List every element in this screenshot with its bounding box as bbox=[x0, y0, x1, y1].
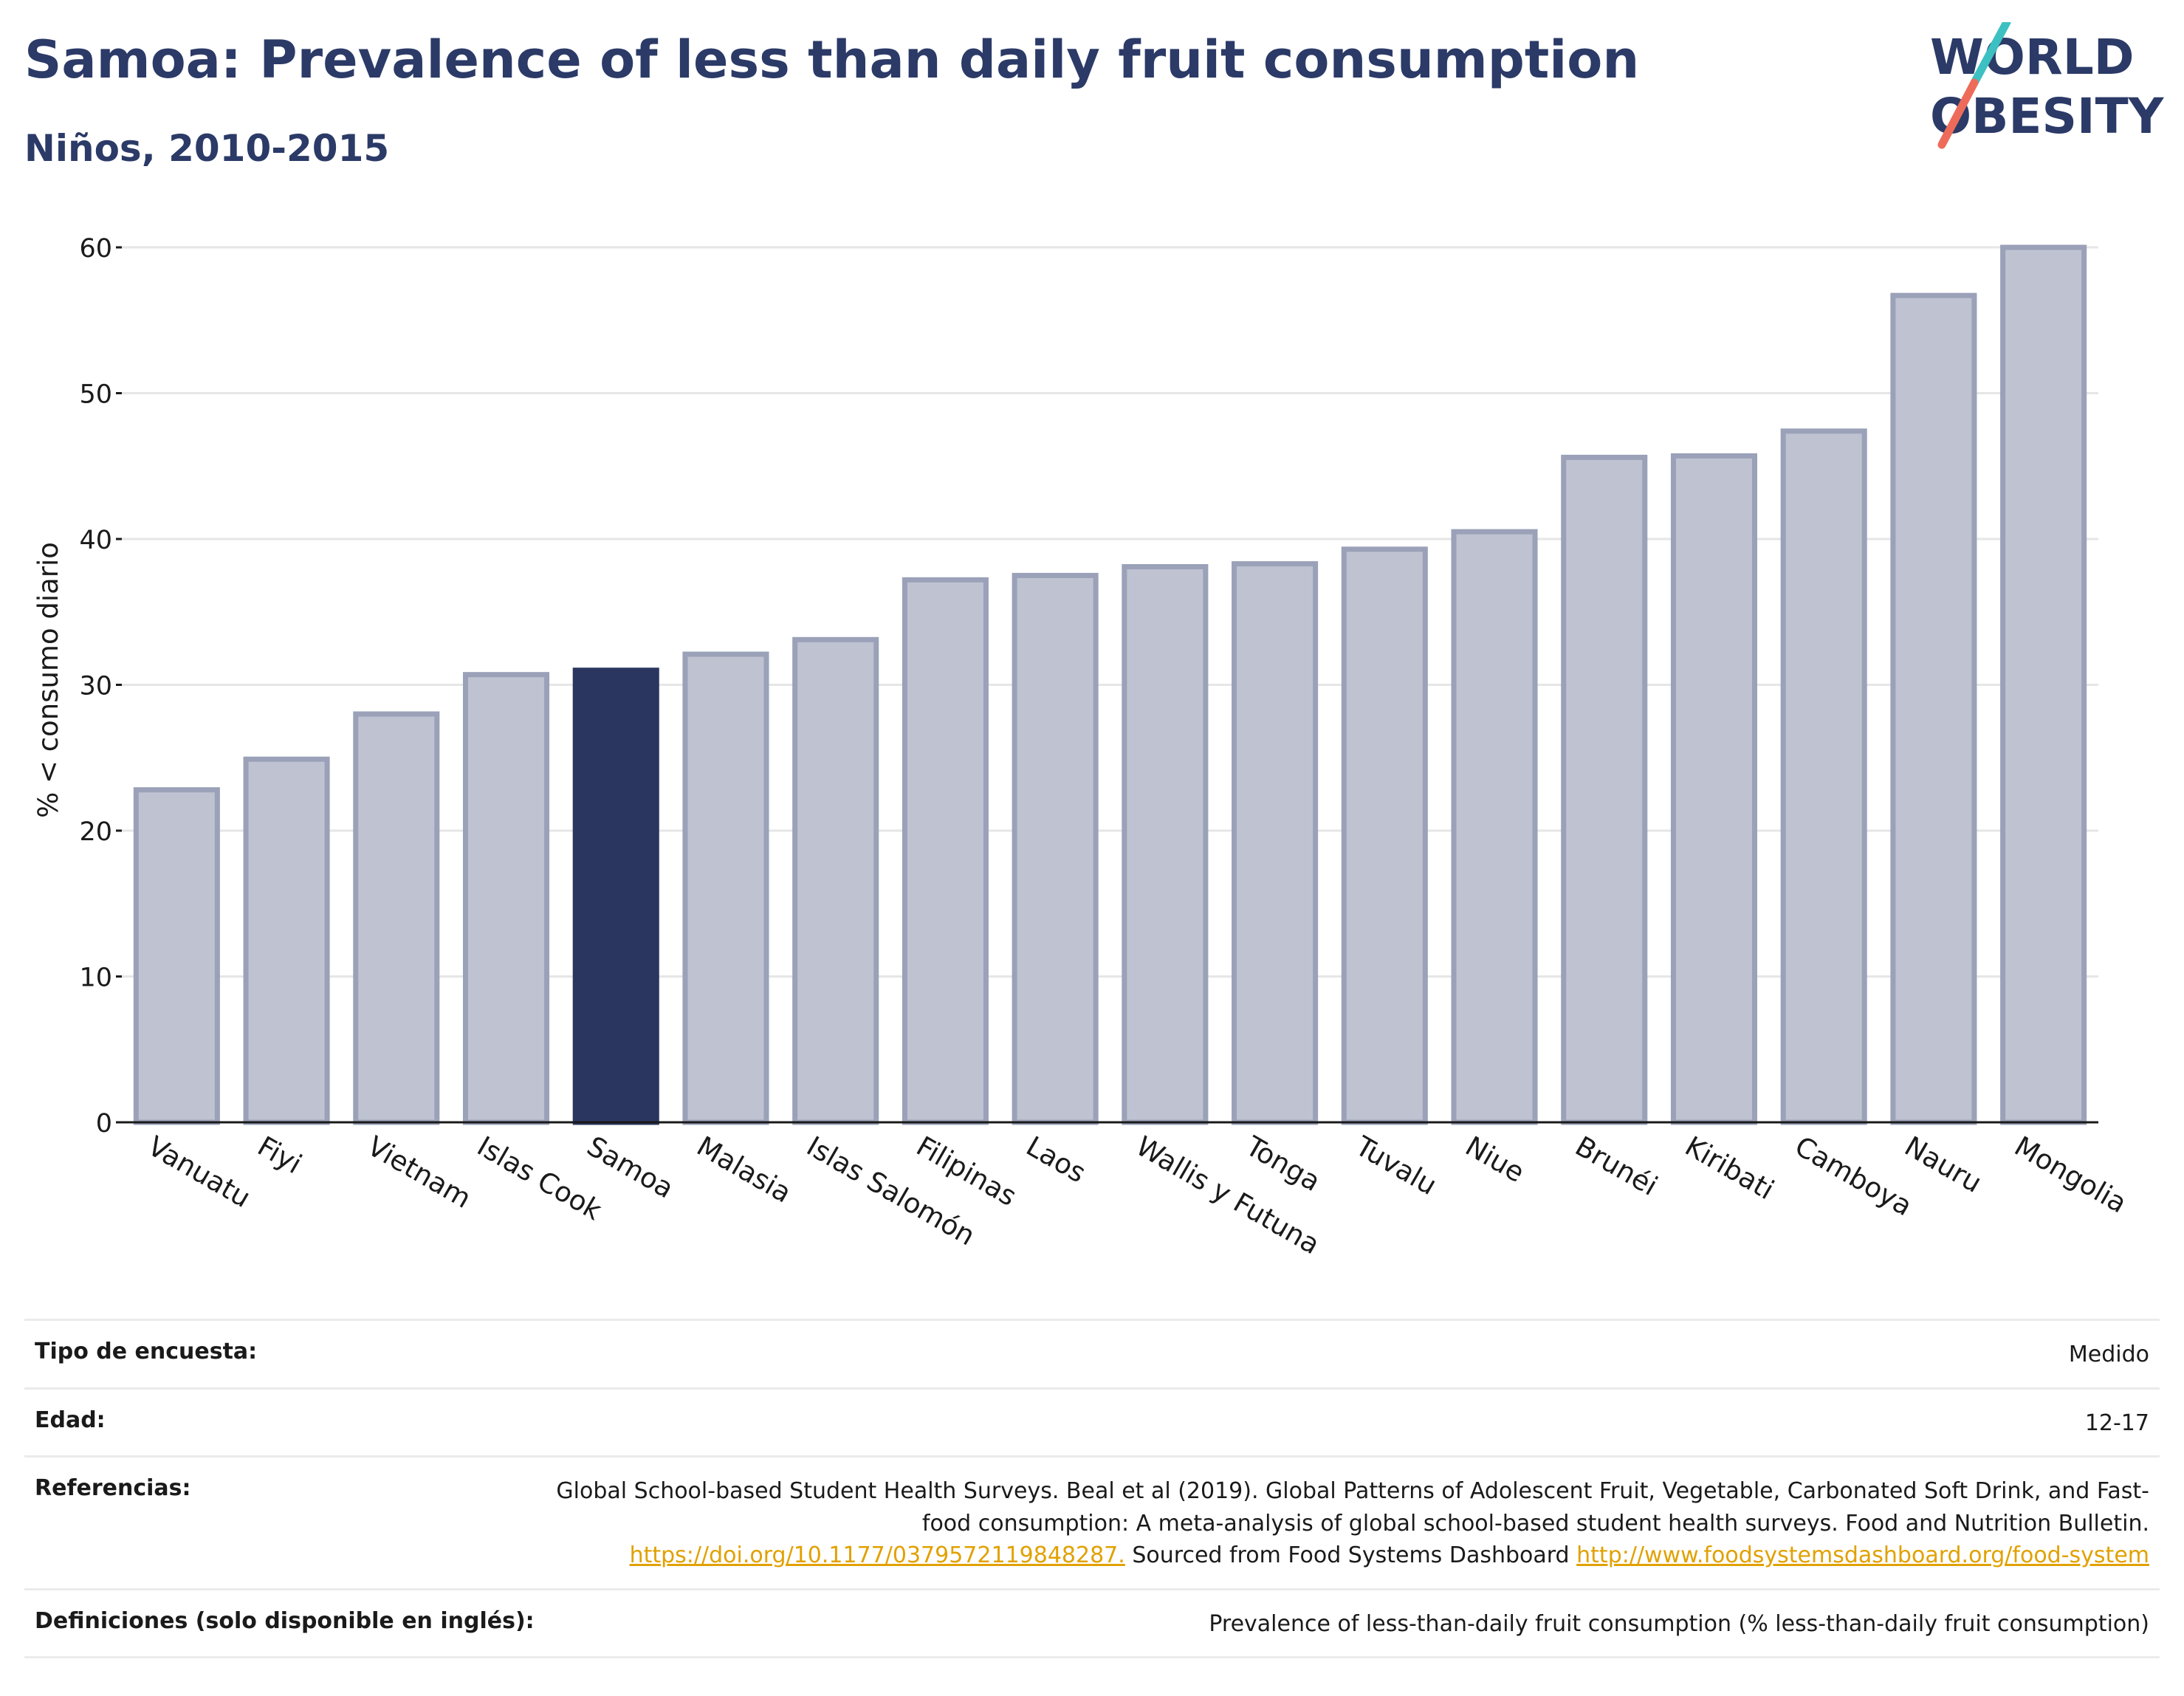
bar-islas-salomón[interactable] bbox=[792, 636, 879, 1125]
survey-type-value: Medido bbox=[2068, 1342, 2149, 1367]
bar-mongolia[interactable] bbox=[2000, 244, 2087, 1125]
x-tick-label: Vietnam bbox=[362, 1130, 476, 1215]
bar-niue[interactable] bbox=[1451, 529, 1538, 1125]
y-tick-label: 60 bbox=[79, 234, 112, 264]
doi-link[interactable]: https://doi.org/10.1177/0379572119848287… bbox=[629, 1542, 1125, 1568]
bar-camboya[interactable] bbox=[1780, 428, 1867, 1125]
gridlines bbox=[122, 246, 2098, 978]
logo-coral-slash-icon bbox=[1937, 78, 1979, 149]
bar-fiyi[interactable] bbox=[243, 756, 330, 1125]
definitions-value: Prevalence of less-than-daily fruit cons… bbox=[1209, 1610, 2149, 1637]
y-tick-label: 10 bbox=[79, 964, 112, 993]
references-text: Global School-based Student Health Surve… bbox=[556, 1478, 2149, 1537]
x-tick-label: Nauru bbox=[1899, 1130, 1987, 1199]
definitions-label: Definiciones (solo disponible en inglés)… bbox=[35, 1607, 535, 1634]
x-tick-label: Niue bbox=[1460, 1130, 1530, 1189]
x-tick-label: Wallis y Futuna bbox=[1130, 1130, 1325, 1261]
meta-row-age: Edad: 12-17 bbox=[24, 1387, 2160, 1456]
x-tick-label: Brunéi bbox=[1570, 1130, 1663, 1203]
meta-row-definitions: Definiciones (solo disponible en inglés)… bbox=[24, 1587, 2160, 1658]
y-tick-label: 20 bbox=[79, 817, 112, 847]
bar-tonga[interactable] bbox=[1232, 561, 1319, 1125]
x-tick-label: Islas Cook bbox=[472, 1130, 608, 1227]
x-tick-label: Tuvalu bbox=[1350, 1130, 1442, 1201]
x-tick-label: Camboya bbox=[1790, 1130, 1917, 1223]
logo-teal-slash-icon bbox=[1970, 22, 2011, 87]
y-tick-label: 0 bbox=[96, 1109, 112, 1139]
world-obesity-logo[interactable]: WORLD OBESITY bbox=[1927, 22, 2171, 155]
bar-kiribati[interactable] bbox=[1670, 453, 1757, 1125]
x-tick-label: Vanuatu bbox=[142, 1130, 256, 1215]
survey-type-label: Tipo de encuesta: bbox=[35, 1339, 258, 1364]
bar-laos[interactable] bbox=[1012, 572, 1099, 1125]
x-tick-label: Mongolia bbox=[2009, 1130, 2132, 1220]
logo-word-world: WORLD bbox=[1930, 29, 2135, 86]
bar-malasia[interactable] bbox=[682, 651, 769, 1125]
bar-tuvalu[interactable] bbox=[1341, 546, 1428, 1125]
bar-wallis-y-futuna[interactable] bbox=[1122, 564, 1209, 1125]
bar-samoa[interactable] bbox=[572, 667, 659, 1125]
references-value: Global School-based Student Health Surve… bbox=[525, 1475, 2149, 1572]
bar-vanuatu[interactable] bbox=[133, 787, 220, 1125]
food-systems-link[interactable]: http://www.foodsystemsdashboard.org/food… bbox=[1576, 1542, 2149, 1568]
references-sourced: Sourced from Food Systems Dashboard bbox=[1132, 1542, 1570, 1568]
references-label: Referencias: bbox=[35, 1475, 191, 1501]
y-tick-label: 40 bbox=[79, 526, 112, 555]
bar-islas-cook[interactable] bbox=[463, 672, 550, 1125]
page-title: Samoa: Prevalence of less than daily fru… bbox=[24, 30, 1640, 90]
meta-row-references: Referencias: Global School-based Student… bbox=[24, 1455, 2160, 1588]
age-label: Edad: bbox=[35, 1407, 106, 1433]
age-value: 12-17 bbox=[2084, 1410, 2149, 1436]
bar-filipinas[interactable] bbox=[902, 577, 989, 1125]
bars bbox=[133, 244, 2087, 1125]
page-subtitle: Niños, 2010-2015 bbox=[24, 127, 390, 170]
metadata-table: Tipo de encuesta: Medido Edad: 12-17 Ref… bbox=[24, 1319, 2160, 1658]
x-tick-label: Tonga bbox=[1240, 1130, 1325, 1198]
y-tick-label: 30 bbox=[79, 672, 112, 701]
x-tick-label: Fiyi bbox=[253, 1130, 307, 1181]
bar-vietnam[interactable] bbox=[353, 711, 440, 1125]
axes bbox=[116, 246, 2098, 1124]
x-tick-label: Malasia bbox=[691, 1130, 797, 1209]
bar-brunéi[interactable] bbox=[1561, 454, 1648, 1125]
x-tick-label: Laos bbox=[1021, 1130, 1091, 1189]
meta-row-survey-type: Tipo de encuesta: Medido bbox=[24, 1319, 2160, 1387]
y-axis-title: % < consumo diario bbox=[32, 542, 64, 818]
bar-nauru[interactable] bbox=[1890, 292, 1977, 1125]
x-tick-label: Kiribati bbox=[1680, 1130, 1779, 1206]
y-tick-label: 50 bbox=[79, 380, 112, 410]
